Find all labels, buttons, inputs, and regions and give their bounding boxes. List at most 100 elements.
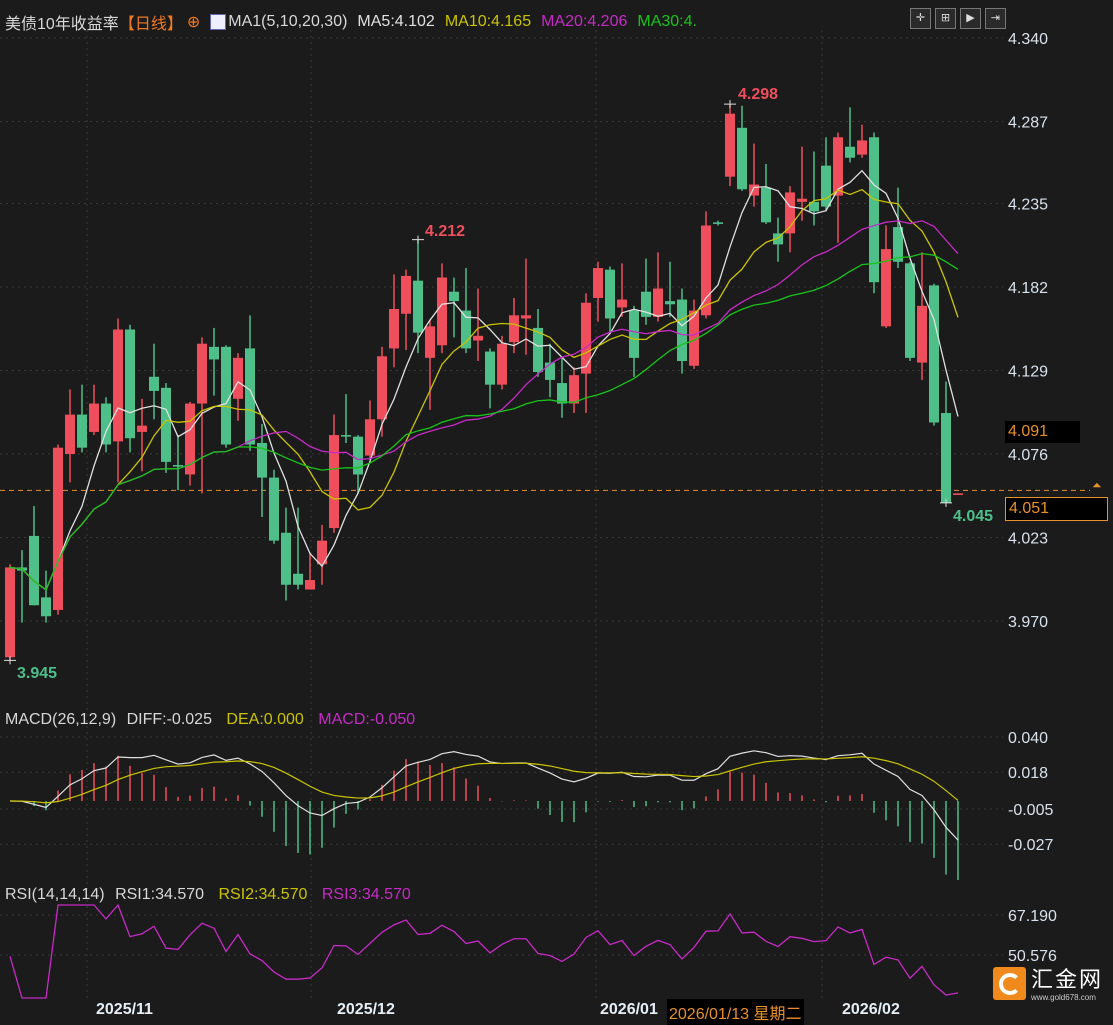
chart-header: 美债10年收益率 【日线】 ⊕ MA1(5,10,20,30) MA5:4.10… <box>5 10 707 34</box>
jump-end-icon[interactable]: ⇥ <box>985 8 1006 29</box>
candle-down <box>629 310 639 358</box>
candle-up <box>389 309 399 349</box>
candle-up <box>749 184 759 196</box>
logo-name: 汇金网 <box>1031 967 1104 992</box>
candle-down <box>293 573 303 585</box>
candle-down <box>413 280 423 333</box>
candle-up <box>89 403 99 432</box>
candle-down <box>77 414 87 448</box>
macd-tick-label: 0.018 <box>1008 765 1048 782</box>
rsi-label: RSI(14,14,14) <box>5 886 105 903</box>
candle-down <box>161 387 171 462</box>
indicator-chart-icon[interactable] <box>210 14 227 30</box>
date-label: 2025/12 <box>337 1001 395 1018</box>
date-label: 2026/01 <box>600 1001 658 1018</box>
candle-down <box>821 165 831 207</box>
candle-up <box>437 277 447 346</box>
scroll-up-icon[interactable]: ⏶ <box>1092 478 1102 492</box>
logo-url: www.gold678.com <box>1031 993 1096 1002</box>
rsi2-value: RSI2:34.570 <box>218 886 308 903</box>
candle-down <box>485 351 495 385</box>
candle-down <box>941 413 951 503</box>
candle-up <box>365 419 375 456</box>
high-label: 4.212 <box>425 223 466 240</box>
candle-down <box>905 263 915 358</box>
ma5-line <box>9 169 959 591</box>
candle-up <box>593 268 603 298</box>
rsi1-value: RSI1:34.570 <box>115 886 205 903</box>
candle-up <box>569 375 579 404</box>
candle-up <box>617 299 627 308</box>
play-icon[interactable]: ▶ <box>960 8 981 29</box>
candle-down <box>557 383 567 404</box>
instrument-title: 美债10年收益率 <box>5 16 119 33</box>
gold678-logo: 汇金网 www.gold678.com <box>993 967 1103 1003</box>
extreme-marker <box>4 656 16 665</box>
candle-down <box>353 436 363 475</box>
candle-up <box>377 356 387 420</box>
macd-label: MACD(26,12,9) <box>5 711 117 728</box>
rsi-header: RSI(14,14,14) RSI1:34.570 RSI2:34.570 RS… <box>5 886 421 904</box>
candle-down <box>209 346 219 360</box>
y-tick-label: 4.129 <box>1008 363 1048 380</box>
date-label: 2026/02 <box>842 1001 900 1018</box>
candle-up <box>953 493 963 495</box>
candle-up <box>197 343 207 404</box>
ma-label: MA1(5,10,20,30) <box>228 13 348 30</box>
y-tick-label: 4.023 <box>1008 530 1048 547</box>
candle-up <box>521 315 531 319</box>
ma5-value: MA5:4.102 <box>357 13 435 30</box>
crosshair-icon[interactable]: ✛ <box>910 8 931 29</box>
candle-up <box>725 113 735 177</box>
candle-up <box>917 305 927 363</box>
candle-down <box>245 348 255 445</box>
y-tick-label: 4.076 <box>1008 447 1048 464</box>
diff-line <box>9 750 959 841</box>
macd-tick-label: -0.027 <box>1008 837 1053 854</box>
candle-down <box>641 291 651 317</box>
y-tick-label: 4.182 <box>1008 280 1048 297</box>
rsi-line <box>9 903 959 999</box>
candle-up <box>497 343 507 385</box>
candle-up <box>65 414 75 454</box>
extreme-marker <box>940 498 952 507</box>
zoom-icon[interactable]: ⊞ <box>935 8 956 29</box>
rsi-tick-label: 50.576 <box>1008 948 1057 965</box>
candle-up <box>113 329 123 442</box>
candle-down <box>545 362 555 380</box>
ma10-line <box>9 188 959 591</box>
period-selector[interactable]: 【日线】 <box>118 16 183 33</box>
candle-down <box>893 227 903 262</box>
macd-diff: DIFF:-0.025 <box>126 711 212 728</box>
candle-up <box>137 425 147 432</box>
candle-up <box>233 357 243 399</box>
last-price-box: 4.051 <box>1005 497 1108 521</box>
candle-down <box>41 597 51 617</box>
candle-down <box>101 403 111 445</box>
candle-up <box>329 435 339 529</box>
candle-up <box>5 567 15 658</box>
candle-up <box>53 447 63 610</box>
candle-down <box>341 435 351 437</box>
candle-down <box>761 187 771 223</box>
add-indicator-icon[interactable]: ⊕ <box>186 14 201 31</box>
candle-down <box>869 137 879 283</box>
y-tick-label: 4.287 <box>1008 115 1048 132</box>
macd-tick-label: -0.005 <box>1008 802 1053 819</box>
candle-down <box>677 299 687 362</box>
candle-up <box>401 275 411 314</box>
candle-down <box>737 127 747 190</box>
candle-down <box>281 532 291 585</box>
candle-down <box>773 233 783 245</box>
candle-up <box>881 249 891 327</box>
candle-up <box>857 140 867 155</box>
candle-up <box>701 225 711 316</box>
candle-up <box>305 580 315 590</box>
macd-dea: DEA:0.000 <box>226 711 304 728</box>
low-label: 3.945 <box>17 665 58 682</box>
rsi3-value: RSI3:34.570 <box>321 886 411 903</box>
candle-down <box>221 346 231 445</box>
extreme-marker <box>412 235 424 244</box>
y-tick-label: 3.970 <box>1008 614 1048 631</box>
